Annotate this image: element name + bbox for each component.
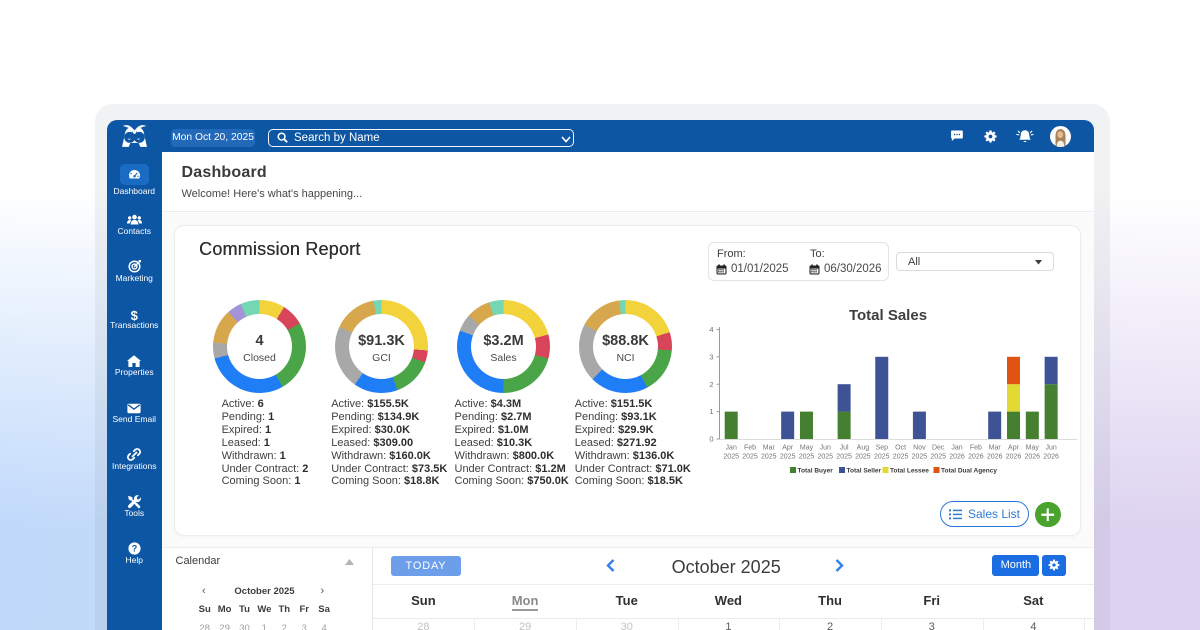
svg-text:Total Seller: Total Seller: [847, 468, 882, 475]
svg-text:Jun: Jun: [820, 444, 831, 451]
svg-text:Feb: Feb: [970, 444, 982, 451]
svg-text:May: May: [1026, 444, 1040, 451]
svg-text:Oct: Oct: [895, 444, 906, 451]
svg-text:2025: 2025: [761, 453, 777, 460]
svg-text:2026: 2026: [1043, 453, 1059, 460]
svg-text:Jan: Jan: [726, 444, 737, 451]
svg-text:Jul: Jul: [840, 444, 849, 451]
svg-text:2025: 2025: [723, 453, 739, 460]
svg-text:Total Lessee: Total Lessee: [890, 468, 929, 475]
svg-text:Aug: Aug: [857, 444, 870, 451]
svg-text:2026: 2026: [1025, 453, 1041, 460]
svg-text:2025: 2025: [893, 453, 909, 460]
svg-text:Nov: Nov: [913, 444, 926, 451]
svg-text:Apr: Apr: [782, 444, 794, 451]
svg-text:May: May: [800, 444, 814, 451]
svg-text:Apr: Apr: [1008, 444, 1020, 451]
svg-text:2026: 2026: [949, 453, 965, 460]
svg-text:Jun: Jun: [1045, 444, 1056, 451]
svg-text:Mar: Mar: [763, 444, 776, 451]
svg-text:2025: 2025: [836, 453, 852, 460]
svg-text:2025: 2025: [818, 453, 834, 460]
svg-text:Sep: Sep: [876, 444, 889, 451]
svg-text:1: 1: [709, 407, 713, 416]
svg-text:0: 0: [709, 435, 713, 444]
svg-text:Dec: Dec: [932, 444, 945, 451]
svg-text:2025: 2025: [742, 453, 758, 460]
svg-text:?: ?: [132, 543, 138, 553]
svg-text:2025: 2025: [930, 453, 946, 460]
svg-text:2025: 2025: [912, 453, 928, 460]
svg-text:3: 3: [709, 352, 713, 361]
svg-text:Total Dual Agency: Total Dual Agency: [941, 468, 997, 475]
svg-text:Jan: Jan: [951, 444, 962, 451]
svg-text:4: 4: [709, 325, 713, 334]
svg-text:2025: 2025: [874, 453, 890, 460]
svg-text:2026: 2026: [968, 453, 984, 460]
svg-text:2025: 2025: [799, 453, 815, 460]
svg-text:2026: 2026: [1006, 453, 1022, 460]
svg-text:Feb: Feb: [744, 444, 756, 451]
svg-text:2026: 2026: [987, 453, 1003, 460]
svg-text:Mar: Mar: [989, 444, 1002, 451]
svg-text:Total Buyer: Total Buyer: [798, 468, 834, 475]
svg-text:2: 2: [709, 380, 713, 389]
svg-text:2025: 2025: [855, 453, 871, 460]
svg-text:2025: 2025: [780, 453, 796, 460]
